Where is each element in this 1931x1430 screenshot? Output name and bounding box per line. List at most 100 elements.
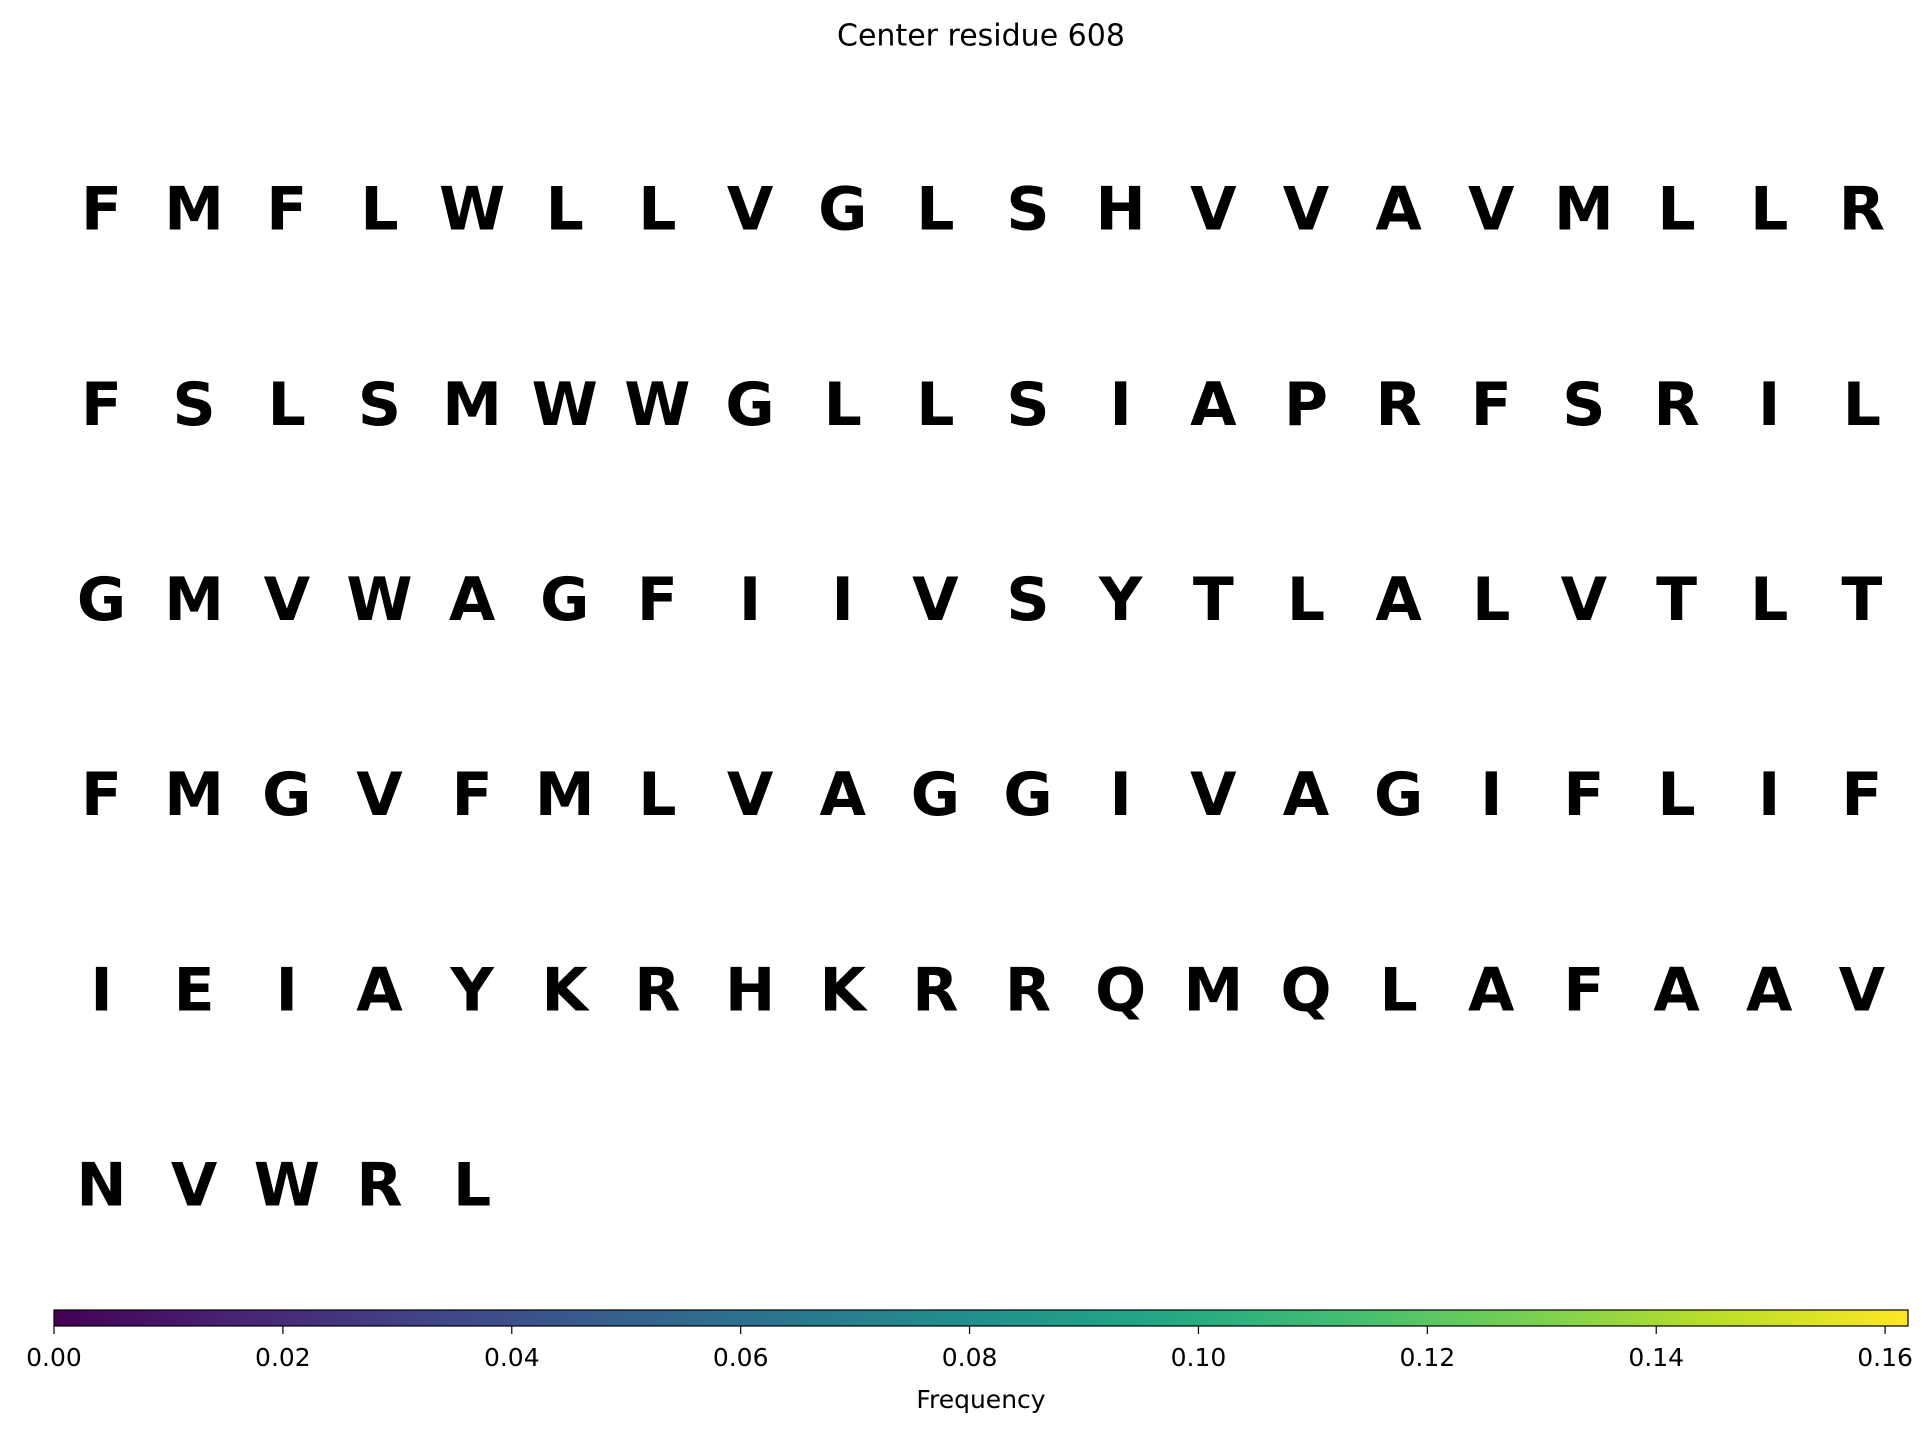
residue: F	[81, 370, 122, 440]
residue: A	[1375, 175, 1422, 245]
residue: G	[1003, 760, 1052, 830]
residue: G	[911, 760, 960, 830]
residue: L	[1472, 565, 1510, 635]
residue: V	[356, 760, 403, 830]
residue: A	[449, 565, 496, 635]
residue: H	[725, 955, 775, 1025]
residue: L	[1843, 370, 1881, 440]
residue: I	[1109, 760, 1131, 830]
residue: G	[540, 565, 589, 635]
residue: S	[1562, 370, 1605, 440]
residue: L	[916, 370, 954, 440]
residue: L	[1657, 760, 1695, 830]
residue: L	[1750, 565, 1788, 635]
residue: A	[1375, 565, 1422, 635]
residue: V	[171, 1151, 218, 1221]
residue: I	[1109, 370, 1131, 440]
residue: R	[1839, 175, 1885, 245]
residue: Y	[1098, 565, 1144, 635]
residue: P	[1284, 370, 1328, 440]
residue: A	[1653, 955, 1700, 1025]
residue: S	[1006, 565, 1049, 635]
colorbar-tick-label: 0.00	[26, 1343, 82, 1372]
residue: L	[453, 1151, 491, 1221]
residue: L	[638, 175, 676, 245]
residue: L	[1750, 175, 1788, 245]
colorbar-tick-label: 0.08	[942, 1343, 998, 1372]
residue: M	[164, 565, 224, 635]
residue: S	[173, 370, 216, 440]
residue: L	[1657, 175, 1695, 245]
residue: F	[637, 565, 678, 635]
residue: A	[1190, 370, 1237, 440]
residue: Q	[1280, 955, 1331, 1025]
residue: W	[254, 1151, 320, 1221]
residue: W	[624, 370, 690, 440]
residue: M	[442, 370, 502, 440]
residue: N	[76, 1151, 126, 1221]
residue: R	[356, 1151, 402, 1221]
residue: A	[1468, 955, 1515, 1025]
residue: F	[266, 175, 307, 245]
residue: V	[727, 760, 774, 830]
residue: F	[81, 760, 122, 830]
residue: I	[276, 955, 298, 1025]
chart-title: Center residue 608	[837, 19, 1125, 54]
residue: M	[164, 760, 224, 830]
residue: L	[546, 175, 584, 245]
residue: V	[1839, 955, 1886, 1025]
residue: L	[1379, 955, 1417, 1025]
residue: F	[1471, 370, 1512, 440]
residue: L	[638, 760, 676, 830]
residue: L	[1287, 565, 1325, 635]
residue: A	[1746, 955, 1793, 1025]
residue: R	[1375, 370, 1421, 440]
residue: W	[346, 565, 412, 635]
residue: W	[439, 175, 505, 245]
residue: V	[264, 565, 311, 635]
residue: G	[262, 760, 311, 830]
residue: S	[1006, 370, 1049, 440]
residue: R	[1653, 370, 1699, 440]
colorbar-tick-label: 0.04	[484, 1343, 540, 1372]
residue: G	[77, 565, 126, 635]
residue: M	[1554, 175, 1614, 245]
residue: M	[535, 760, 595, 830]
residue: V	[1561, 565, 1608, 635]
residue: L	[916, 175, 954, 245]
residue: A	[356, 955, 403, 1025]
residue: M	[1183, 955, 1243, 1025]
residue: V	[1190, 175, 1237, 245]
residue: I	[1480, 760, 1502, 830]
residue: W	[532, 370, 598, 440]
residue: E	[174, 955, 215, 1025]
residue: T	[1193, 565, 1234, 635]
residue: F	[1841, 760, 1882, 830]
colorbar-tick-label: 0.12	[1399, 1343, 1455, 1372]
residue: G	[1374, 760, 1423, 830]
residue: V	[727, 175, 774, 245]
residue: A	[1283, 760, 1330, 830]
residue: L	[268, 370, 306, 440]
colorbar-label: Frequency	[916, 1385, 1045, 1414]
colorbar	[53, 1309, 1909, 1327]
colorbar-tick-label: 0.10	[1171, 1343, 1227, 1372]
residue: S	[1006, 175, 1049, 245]
residue: M	[164, 175, 224, 245]
residue: R	[912, 955, 958, 1025]
residue: T	[1841, 565, 1882, 635]
residue: G	[725, 370, 774, 440]
residue: I	[1758, 370, 1780, 440]
residue: I	[832, 565, 854, 635]
residue: K	[542, 955, 591, 1025]
colorbar-tick-label: 0.06	[713, 1343, 769, 1372]
residue: R	[1005, 955, 1051, 1025]
residue: F	[1563, 760, 1604, 830]
residue: V	[1190, 760, 1237, 830]
residue: S	[358, 370, 401, 440]
residue: V	[1468, 175, 1515, 245]
residue: F	[1563, 955, 1604, 1025]
residue: V	[912, 565, 959, 635]
colorbar-tick-label: 0.02	[255, 1343, 311, 1372]
